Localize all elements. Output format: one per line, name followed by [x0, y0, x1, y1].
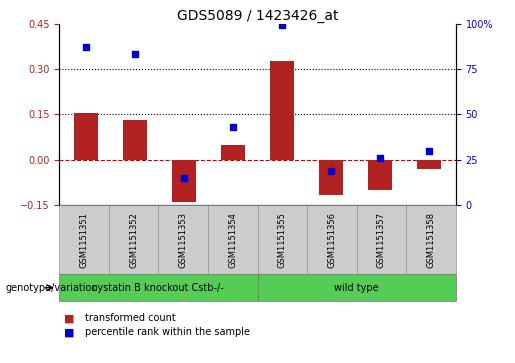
Text: GSM1151354: GSM1151354: [228, 212, 237, 268]
Bar: [221, 144, 245, 160]
Point: [180, 175, 188, 181]
Text: GSM1151353: GSM1151353: [179, 212, 187, 268]
Bar: [74, 113, 98, 160]
Text: GSM1151358: GSM1151358: [426, 212, 436, 268]
Text: GSM1151356: GSM1151356: [328, 212, 336, 268]
Bar: [368, 160, 392, 190]
Point: [376, 155, 384, 161]
Point: [278, 23, 286, 28]
Bar: [172, 160, 196, 202]
Point: [327, 168, 335, 174]
Point: [229, 124, 237, 130]
Text: GSM1151355: GSM1151355: [278, 212, 287, 268]
Point: [425, 148, 433, 154]
Text: ■: ■: [64, 313, 75, 323]
Text: GSM1151357: GSM1151357: [377, 212, 386, 268]
Text: cystatin B knockout Cstb-/-: cystatin B knockout Cstb-/-: [93, 283, 224, 293]
Bar: [270, 61, 294, 160]
Point: [131, 52, 139, 57]
Text: GSM1151351: GSM1151351: [79, 212, 89, 268]
Bar: [319, 160, 343, 195]
Bar: [123, 121, 147, 160]
Text: wild type: wild type: [334, 283, 379, 293]
Bar: [417, 160, 441, 169]
Text: genotype/variation: genotype/variation: [5, 283, 98, 293]
Text: percentile rank within the sample: percentile rank within the sample: [85, 327, 250, 337]
Text: ■: ■: [64, 327, 75, 337]
Point: [82, 44, 90, 50]
Text: GSM1151352: GSM1151352: [129, 212, 138, 268]
Text: GDS5089 / 1423426_at: GDS5089 / 1423426_at: [177, 9, 338, 23]
Text: transformed count: transformed count: [85, 313, 176, 323]
